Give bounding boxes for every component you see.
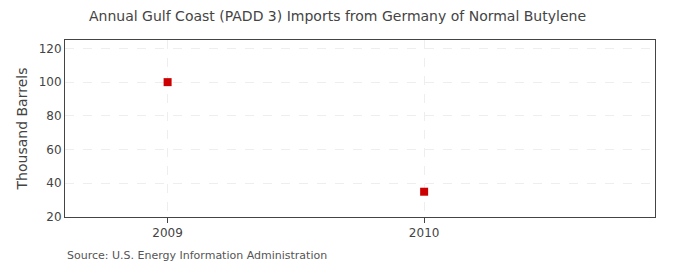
svg-text:Source: U.S. Energy Informatio: Source: U.S. Energy Information Administ… bbox=[67, 249, 327, 262]
svg-text:120: 120 bbox=[39, 42, 62, 56]
svg-text:80: 80 bbox=[46, 109, 61, 123]
svg-text:40: 40 bbox=[46, 176, 61, 190]
svg-text:2010: 2010 bbox=[409, 226, 440, 240]
svg-text:Annual Gulf Coast (PADD 3) Imp: Annual Gulf Coast (PADD 3) Imports from … bbox=[89, 8, 586, 24]
svg-text:60: 60 bbox=[46, 143, 61, 157]
svg-text:2009: 2009 bbox=[152, 226, 183, 240]
svg-text:20: 20 bbox=[46, 210, 61, 224]
svg-text:Thousand Barrels: Thousand Barrels bbox=[14, 68, 30, 191]
svg-text:100: 100 bbox=[39, 75, 62, 89]
